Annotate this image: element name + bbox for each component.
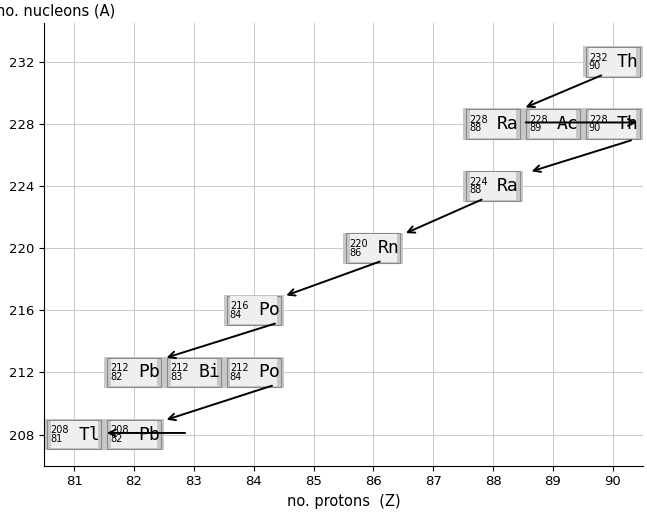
Bar (344, 233, 403, 264)
Bar (44, 419, 164, 450)
Bar (227, 295, 281, 325)
Text: 81: 81 (50, 434, 63, 444)
Text: Pb: Pb (138, 425, 160, 444)
Bar (167, 358, 221, 387)
Text: 212: 212 (170, 363, 188, 373)
X-axis label: no. protons  (Z): no. protons (Z) (287, 494, 400, 509)
Text: 228: 228 (529, 115, 547, 125)
Text: Ra: Ra (498, 177, 519, 195)
Bar (51, 421, 98, 448)
Text: 232: 232 (589, 53, 608, 63)
Text: Tl: Tl (78, 425, 100, 444)
Text: 216: 216 (230, 301, 248, 311)
Text: 208: 208 (50, 425, 69, 435)
Bar (589, 48, 636, 76)
Text: 82: 82 (110, 372, 122, 382)
Bar (107, 420, 161, 449)
Text: 220: 220 (349, 239, 368, 249)
Text: Th: Th (617, 53, 639, 71)
Text: Pb: Pb (138, 363, 160, 381)
Bar (463, 109, 642, 140)
Bar (111, 421, 157, 448)
Text: 84: 84 (230, 372, 242, 382)
Text: Po: Po (258, 301, 280, 319)
Text: 212: 212 (110, 363, 129, 373)
Bar (586, 109, 640, 139)
Bar (171, 359, 217, 386)
Bar (526, 109, 580, 139)
Text: Rn: Rn (378, 239, 399, 257)
Bar (463, 171, 523, 202)
Bar (466, 109, 520, 139)
Text: 228: 228 (469, 115, 488, 125)
Bar (470, 172, 516, 200)
Text: Bi: Bi (198, 363, 220, 381)
Text: 224: 224 (469, 177, 488, 187)
Text: 88: 88 (469, 123, 481, 133)
Text: no. nucleons (A): no. nucleons (A) (0, 4, 116, 18)
Bar (107, 358, 161, 387)
Text: 90: 90 (589, 61, 601, 71)
Text: 90: 90 (589, 123, 601, 133)
Text: Ac: Ac (557, 115, 579, 133)
Bar (227, 358, 281, 387)
Bar (589, 110, 636, 138)
Text: Po: Po (258, 363, 280, 381)
Text: Th: Th (617, 115, 639, 133)
Text: 82: 82 (110, 434, 122, 444)
Text: 208: 208 (110, 425, 129, 435)
Text: 228: 228 (589, 115, 608, 125)
Text: 212: 212 (230, 363, 248, 373)
Text: Ra: Ra (498, 115, 519, 133)
Bar (466, 171, 520, 201)
Bar (104, 357, 283, 388)
Bar (224, 295, 283, 326)
Bar (230, 297, 277, 324)
Bar (111, 359, 157, 386)
Bar (346, 233, 400, 263)
Text: 83: 83 (170, 372, 182, 382)
Bar (586, 47, 640, 76)
Text: 88: 88 (469, 185, 481, 195)
Text: 86: 86 (349, 248, 362, 258)
Bar (583, 46, 642, 77)
Bar (47, 420, 101, 449)
Bar (470, 110, 516, 138)
Bar (230, 359, 277, 386)
Text: 89: 89 (529, 123, 541, 133)
Bar (350, 234, 397, 262)
Bar (529, 110, 576, 138)
Text: 84: 84 (230, 310, 242, 320)
